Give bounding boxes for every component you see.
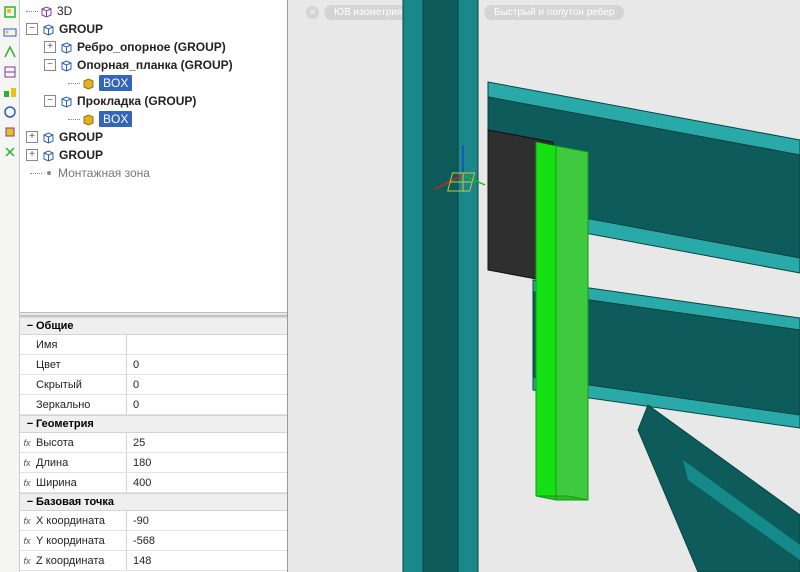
node-label: BOX bbox=[99, 75, 132, 91]
box-icon bbox=[82, 113, 95, 126]
node-label: 3D bbox=[57, 4, 72, 18]
collapse-icon[interactable]: − bbox=[26, 23, 38, 35]
prop-hidden[interactable]: Скрытый0 bbox=[20, 375, 287, 395]
tree-node-plank[interactable]: − Опорная_планка (GROUP) bbox=[24, 56, 287, 74]
dot-icon bbox=[44, 168, 54, 178]
tool-6[interactable] bbox=[1, 103, 19, 121]
tool-3[interactable] bbox=[1, 43, 19, 61]
section-geometry[interactable]: − Геометрия bbox=[20, 415, 287, 433]
group-icon bbox=[42, 131, 55, 144]
node-label: Прокладка (GROUP) bbox=[77, 94, 196, 108]
section-basepoint[interactable]: − Базовая точка bbox=[20, 493, 287, 511]
left-pane: 3D − GROUP + Ребро_опорное (GROUP) − Опо… bbox=[20, 0, 288, 572]
tool-2[interactable] bbox=[1, 23, 19, 41]
prop-width[interactable]: fxШирина400 bbox=[20, 473, 287, 493]
structure-render bbox=[288, 0, 800, 572]
section-general[interactable]: − Общие bbox=[20, 317, 287, 335]
node-label: Ребро_опорное (GROUP) bbox=[77, 40, 226, 54]
tree-node-gasket[interactable]: − Прокладка (GROUP) bbox=[24, 92, 287, 110]
prop-x[interactable]: fxX координата-90 bbox=[20, 511, 287, 531]
tool-4[interactable] bbox=[1, 63, 19, 81]
tree-node-zone[interactable]: Монтажная зона bbox=[24, 164, 287, 182]
group-icon bbox=[60, 41, 73, 54]
prop-z[interactable]: fxZ координата148 bbox=[20, 551, 287, 571]
tree-node-group[interactable]: − GROUP bbox=[24, 20, 287, 38]
node-label: Опорная_планка (GROUP) bbox=[77, 58, 233, 72]
node-label: BOX bbox=[99, 111, 132, 127]
vertical-toolbar bbox=[0, 0, 20, 572]
prop-length[interactable]: fxДлина180 bbox=[20, 453, 287, 473]
tree-node-rib[interactable]: + Ребро_опорное (GROUP) bbox=[24, 38, 287, 56]
tool-5[interactable] bbox=[1, 83, 19, 101]
tree-node-box[interactable]: BOX bbox=[24, 74, 287, 92]
model-tree[interactable]: 3D − GROUP + Ребро_опорное (GROUP) − Опо… bbox=[20, 0, 287, 312]
property-panel[interactable]: − Общие Имя Цвет0 Скрытый0 Зеркально0 − … bbox=[20, 316, 287, 572]
node-label: GROUP bbox=[59, 22, 103, 36]
cube-icon bbox=[40, 5, 53, 18]
tree-node-group[interactable]: + GROUP bbox=[24, 128, 287, 146]
box-icon bbox=[82, 77, 95, 90]
prop-y[interactable]: fxY координата-568 bbox=[20, 531, 287, 551]
tree-node-box[interactable]: BOX bbox=[24, 110, 287, 128]
tool-8[interactable] bbox=[1, 143, 19, 161]
node-label: GROUP bbox=[59, 130, 103, 144]
prop-name[interactable]: Имя bbox=[20, 335, 287, 355]
prop-color[interactable]: Цвет0 bbox=[20, 355, 287, 375]
expand-icon[interactable]: + bbox=[44, 41, 56, 53]
collapse-icon[interactable]: − bbox=[44, 95, 56, 107]
tool-7[interactable] bbox=[1, 123, 19, 141]
expand-icon[interactable]: + bbox=[26, 149, 38, 161]
group-icon bbox=[42, 149, 55, 162]
tool-1[interactable] bbox=[1, 3, 19, 21]
tree-node-3d[interactable]: 3D bbox=[24, 2, 287, 20]
collapse-icon[interactable]: − bbox=[44, 59, 56, 71]
prop-height[interactable]: fxВысота25 bbox=[20, 433, 287, 453]
3d-viewport[interactable]: × ЮВ изометрия, сзади Быстрый и полутон … bbox=[288, 0, 800, 572]
group-icon bbox=[42, 23, 55, 36]
group-icon bbox=[60, 95, 73, 108]
prop-mirror[interactable]: Зеркально0 bbox=[20, 395, 287, 415]
node-label: Монтажная зона bbox=[58, 166, 150, 180]
expand-icon[interactable]: + bbox=[26, 131, 38, 143]
tree-node-group[interactable]: + GROUP bbox=[24, 146, 287, 164]
node-label: GROUP bbox=[59, 148, 103, 162]
group-icon bbox=[60, 59, 73, 72]
